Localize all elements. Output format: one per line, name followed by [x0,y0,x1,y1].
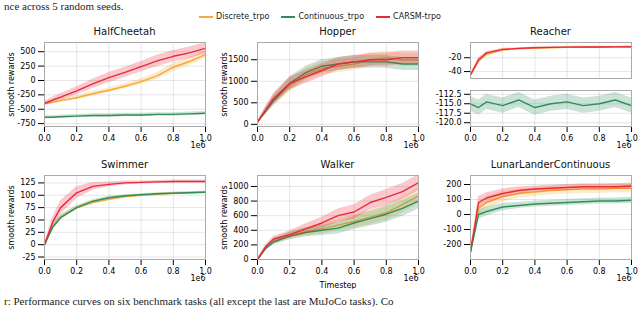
svg-text:0.6: 0.6 [561,267,574,276]
svg-text:0.0: 0.0 [251,267,264,276]
svg-text:0: 0 [456,210,461,219]
svg-text:1.0: 1.0 [412,134,425,144]
svg-text:0.2: 0.2 [70,134,83,143]
svg-text:-25: -25 [22,253,35,262]
svg-text:-200: -200 [443,240,461,249]
svg-text:smooth rewards: smooth rewards [7,52,16,116]
svg-text:0.2: 0.2 [496,134,509,143]
svg-text:1e6: 1e6 [403,141,418,150]
svg-text:500: 500 [20,47,35,56]
svg-text:0.4: 0.4 [529,267,542,276]
svg-text:1500: 1500 [228,55,248,64]
svg-text:0.4: 0.4 [529,134,542,143]
svg-text:-250: -250 [17,90,35,99]
svg-text:0: 0 [243,255,248,264]
svg-text:0.8: 0.8 [380,267,393,276]
html-text:Continuous_trpo: Continuous_trpo [298,12,365,21]
svg-text:0.2: 0.2 [283,267,296,276]
svg-text:500: 500 [233,98,248,107]
svg-text:smooth rewards: smooth rewards [7,185,16,249]
svg-text:0.6: 0.6 [135,267,148,276]
svg-text:-500: -500 [17,105,35,114]
svg-text:25: 25 [25,228,35,237]
svg-text:1000: 1000 [228,182,248,191]
svg-text:250: 250 [20,62,35,71]
svg-text:1.0: 1.0 [625,134,638,144]
svg-text:0.6: 0.6 [348,267,361,276]
html-text:nce across 5 random seeds.: nce across 5 random seeds. [4,0,124,12]
html-text:Hopper: Hopper [319,26,356,37]
svg-text:0.4: 0.4 [316,134,329,143]
svg-text:0.8: 0.8 [167,267,180,276]
svg-text:100: 100 [20,191,35,200]
svg-text:400: 400 [233,226,248,235]
svg-text:0.0: 0.0 [464,134,477,143]
svg-text:0.6: 0.6 [348,134,361,143]
svg-text:0: 0 [243,120,248,129]
svg-text:100: 100 [446,195,461,204]
svg-text:0: 0 [30,240,35,249]
html-text:LunarLanderContinuous: LunarLanderContinuous [490,159,611,170]
svg-text:1.0: 1.0 [199,267,212,277]
svg-text:0.0: 0.0 [251,134,264,143]
svg-text:50: 50 [25,216,35,225]
svg-text:0.8: 0.8 [593,267,606,276]
html-text:Swimmer: Swimmer [101,159,148,170]
svg-text:-120.0: -120.0 [436,118,462,127]
html-text:r: Performance curves on six b: r: Performance curves on six benchmark t… [4,295,394,307]
svg-text:1e6: 1e6 [616,141,631,150]
svg-text:1e6: 1e6 [616,274,631,283]
svg-text:0.6: 0.6 [561,134,574,143]
svg-text:0.4: 0.4 [103,267,116,276]
svg-text:smooth rewards: smooth rewards [220,185,229,249]
svg-text:75: 75 [25,203,35,212]
svg-text:0.8: 0.8 [167,134,180,143]
html-text:Walker: Walker [320,159,355,170]
svg-text:-20: -20 [448,53,461,62]
svg-text:-115.0: -115.0 [436,99,462,108]
svg-text:0.2: 0.2 [283,134,296,143]
svg-text:800: 800 [233,197,248,206]
svg-text:200: 200 [446,180,461,189]
svg-text:-112.5: -112.5 [436,90,462,99]
html-text:HalfCheetah: HalfCheetah [93,26,156,37]
svg-text:0.6: 0.6 [135,134,148,143]
svg-text:125: 125 [20,178,35,187]
svg-text:0.8: 0.8 [593,134,606,143]
svg-text:Timestep: Timestep [319,281,357,290]
html-text:CARSM-trpo: CARSM-trpo [393,12,441,21]
svg-text:0.0: 0.0 [464,267,477,276]
svg-text:0.0: 0.0 [38,267,51,276]
svg-text:1e6: 1e6 [403,274,418,283]
svg-text:0.0: 0.0 [38,134,51,143]
svg-text:1.0: 1.0 [625,267,638,277]
html-text:Reacher: Reacher [530,26,571,37]
svg-text:smooth rewards: smooth rewards [220,52,229,116]
svg-text:-100: -100 [443,225,461,234]
svg-text:0.2: 0.2 [496,267,509,276]
svg-text:-40: -40 [448,67,461,76]
svg-text:0: 0 [30,76,35,85]
svg-text:0.4: 0.4 [103,134,116,143]
svg-text:0.8: 0.8 [380,134,393,143]
svg-text:1.0: 1.0 [412,267,425,277]
svg-text:1e6: 1e6 [190,274,205,283]
svg-text:0.4: 0.4 [316,267,329,276]
svg-text:1e6: 1e6 [190,141,205,150]
svg-text:1.0: 1.0 [199,134,212,144]
svg-text:-117.5: -117.5 [436,109,462,118]
svg-text:1000: 1000 [228,77,248,86]
svg-text:0.2: 0.2 [70,267,83,276]
svg-text:-750: -750 [17,119,35,128]
html-text:Discrete_trpo: Discrete_trpo [216,12,270,21]
svg-text:200: 200 [233,240,248,249]
svg-text:600: 600 [233,211,248,220]
